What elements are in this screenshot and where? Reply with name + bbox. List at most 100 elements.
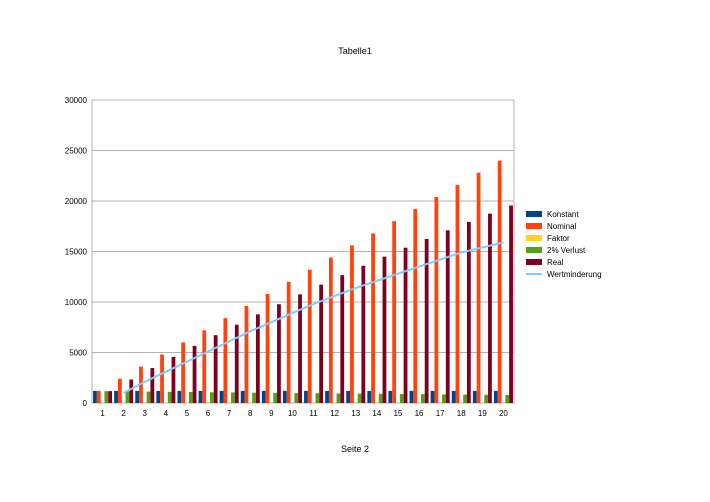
bar-2-verlust (167, 391, 172, 403)
y-tick-label: 5000 (69, 349, 87, 358)
bar-2-verlust (378, 393, 383, 403)
bar-real (255, 314, 260, 403)
legend-label-2-verlust: 2% Verlust (547, 246, 586, 255)
bar-2-verlust (357, 393, 362, 403)
grid-lines (91, 99, 515, 404)
bar-nominal (181, 342, 186, 403)
bar-real (319, 284, 324, 403)
bar-konstant (282, 390, 287, 403)
bar-nominal (244, 306, 249, 403)
bar-nominal (160, 354, 164, 403)
bar-konstant (493, 390, 498, 403)
bar-2-verlust (188, 392, 193, 403)
legend-swatch-nominal (526, 223, 542, 229)
bar-real (445, 230, 450, 403)
bar-konstant (114, 390, 118, 403)
bar-2-verlust (336, 393, 341, 403)
bar-real (108, 391, 113, 403)
x-tick-label: 18 (457, 409, 466, 418)
bar-real (213, 335, 218, 403)
bar-2-verlust (104, 391, 109, 403)
bar-2-verlust (463, 394, 467, 403)
bar-2-verlust (442, 394, 446, 403)
bar-konstant (177, 390, 182, 403)
bar-real (509, 205, 513, 403)
bar-2-verlust (315, 393, 320, 403)
bar-nominal (286, 281, 291, 403)
legend-label-wertminderung: Wertminderung (547, 270, 602, 279)
bar-2-verlust (505, 394, 510, 403)
bar-real (277, 304, 281, 403)
bar-real (192, 345, 197, 403)
bar-2-verlust (209, 392, 214, 403)
bar-2-verlust (125, 391, 130, 403)
legend-label-faktor: Faktor (547, 234, 570, 243)
bar-real (466, 221, 471, 403)
bar-konstant (346, 390, 351, 403)
x-tick-label: 1 (100, 409, 105, 418)
bar-konstant (93, 390, 97, 403)
x-tick-label: 17 (436, 409, 445, 418)
legend-label-konstant: Konstant (547, 210, 579, 219)
bar-nominal (392, 221, 397, 403)
page-footer: Seite 2 (340, 444, 370, 454)
bar-konstant (261, 390, 266, 403)
bar-nominal (476, 172, 481, 403)
bar-konstant (156, 390, 161, 403)
bar-nominal (371, 233, 375, 403)
bar-2-verlust (484, 394, 489, 403)
page-title: Tabelle1 (338, 46, 372, 56)
bar-real (403, 247, 408, 403)
bar-konstant (388, 390, 393, 403)
bar-nominal (117, 378, 122, 403)
bar-real (340, 275, 345, 403)
bar-2-verlust (231, 392, 235, 403)
x-tick-label: 2 (121, 409, 126, 418)
x-tick-label: 6 (206, 409, 211, 418)
bar-2-verlust (252, 392, 256, 403)
bar-konstant (367, 390, 372, 403)
x-tick-label: 13 (351, 409, 360, 418)
x-tick-label: 15 (393, 409, 402, 418)
bar-konstant (472, 390, 477, 403)
bar-konstant (409, 390, 414, 403)
x-tick-label: 5 (185, 409, 190, 418)
bar-2-verlust (273, 392, 278, 403)
bar-konstant (219, 390, 224, 403)
bar-real (298, 294, 302, 403)
line-group (123, 241, 504, 394)
bar-konstant (451, 390, 456, 403)
y-tick-label: 0 (83, 399, 88, 408)
legend: Konstant Nominal Faktor 2% Verlust Real Wertm… (526, 210, 602, 279)
legend-swatch-real (526, 259, 542, 265)
bar-nominal (307, 269, 312, 403)
x-tick-label: 14 (372, 409, 381, 418)
x-tick-label: 20 (499, 409, 508, 418)
bar-nominal (202, 330, 207, 403)
bar-real (171, 356, 176, 403)
bar-nominal (265, 293, 270, 403)
bar-2-verlust (294, 393, 299, 403)
y-tick-label: 25000 (65, 147, 88, 156)
legend-swatch-faktor (526, 235, 542, 241)
plot-frame (91, 99, 515, 404)
bar-nominal (413, 209, 418, 403)
bar-2-verlust (420, 394, 425, 403)
bar-konstant (198, 390, 203, 403)
bar-real (150, 368, 155, 403)
bar-konstant (135, 390, 140, 403)
bar-real (234, 324, 239, 403)
x-tick-label: 8 (248, 409, 253, 418)
x-tick-label: 10 (288, 409, 297, 418)
legend-label-real: Real (547, 258, 564, 267)
bar-2-verlust (146, 391, 151, 403)
x-tick-label: 11 (309, 409, 318, 418)
bar-nominal (434, 196, 439, 403)
bar-group (93, 160, 513, 403)
bar-nominal (96, 390, 101, 403)
bar-nominal (455, 184, 460, 403)
bar-real (382, 256, 387, 403)
bar-nominal (328, 257, 333, 403)
x-tick-label: 9 (269, 409, 274, 418)
